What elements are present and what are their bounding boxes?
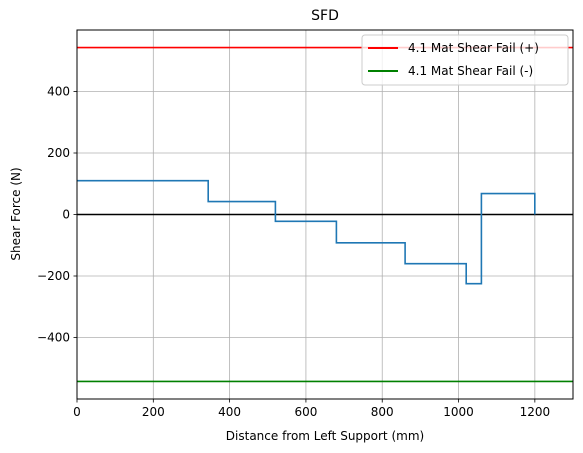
y-tick-label: −200	[37, 269, 70, 283]
x-tick-label: 200	[142, 405, 165, 419]
data-series	[77, 179, 536, 285]
chart-title: SFD	[311, 8, 339, 24]
x-tick-label: 0	[73, 405, 81, 419]
y-axis-label: Shear Force (N)	[9, 167, 23, 260]
legend-label-negative: 4.1 Mat Shear Fail (-)	[408, 64, 533, 78]
x-tick-label: 1200	[520, 405, 551, 419]
x-tick-label: 600	[294, 405, 317, 419]
legend-label-positive: 4.1 Mat Shear Fail (+)	[408, 41, 539, 55]
x-tick-label: 800	[371, 405, 394, 419]
shear-force-line	[77, 179, 536, 285]
legend-box	[361, 34, 569, 86]
x-tick-label: 400	[218, 405, 241, 419]
y-tick-label: −400	[37, 331, 70, 345]
legend: 4.1 Mat Shear Fail (+) 4.1 Mat Shear Fai…	[361, 34, 569, 86]
y-tick-label: 0	[62, 208, 70, 222]
axis-ticks: 0 200 400 600 800 1000 1200 −400 −200 0 200 400	[37, 85, 550, 420]
y-tick-label: 200	[47, 146, 70, 160]
x-tick-label: 1000	[443, 405, 474, 419]
x-axis-label: Distance from Left Support (mm)	[226, 429, 424, 443]
y-tick-label: 400	[47, 85, 70, 99]
